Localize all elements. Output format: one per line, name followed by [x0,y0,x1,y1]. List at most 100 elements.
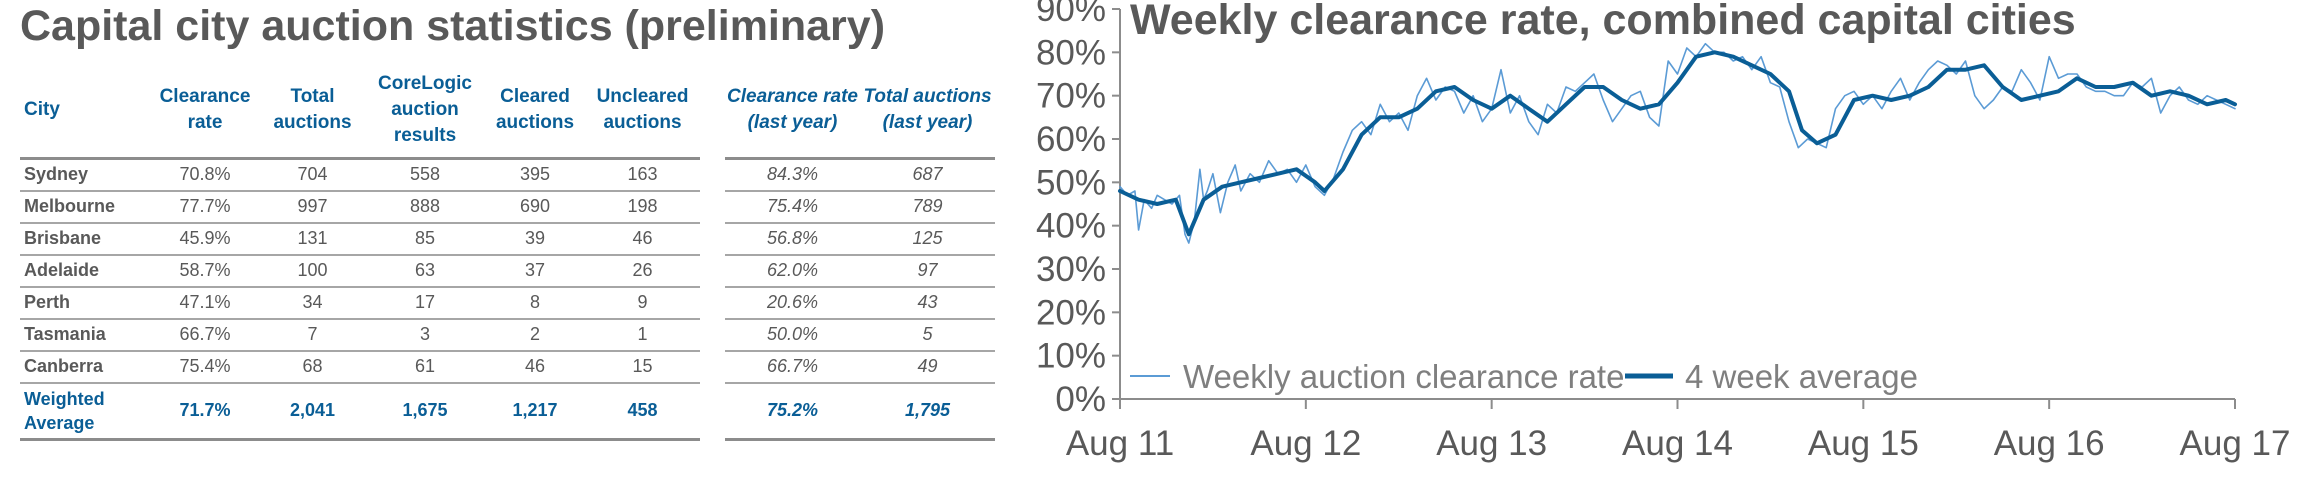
cell-clearance-ly: 66.7% [725,350,860,384]
cell-uncleared: 1 [585,318,700,352]
header-cleared: Cleared auctions [485,64,585,160]
cell-clearance-ly: 84.3% [725,158,860,192]
weighted-average-label: Weighted Average [20,382,150,441]
cell-total: 68 [260,350,365,384]
auction-statistics-table: City Clearance rate Total auctions CoreL… [20,64,700,441]
cell-clearance-ly: 62.0% [725,254,860,288]
y-tick-label: 10% [1036,337,1106,376]
cell-total-ly: 789 [860,190,995,224]
table-row: Sydney 70.8% 704 558 395 163 [20,158,700,192]
cell-clearance: 45.9% [150,222,260,256]
series-line-weekly [1119,42,2236,244]
cell-corelogic: 558 [365,158,485,192]
cell-total-ly: 43 [860,286,995,320]
header-clearance-rate-last-year: Clearance rate (last year) [725,64,860,160]
total-cell-total: 2,041 [260,382,365,441]
y-tick-label: 30% [1036,250,1106,289]
cell-clearance-ly: 50.0% [725,318,860,352]
cell-corelogic: 85 [365,222,485,256]
city-cell: Perth [20,286,150,320]
table-row: Perth 47.1% 34 17 8 9 [20,286,700,320]
y-tick-label: 40% [1036,207,1106,246]
cell-total-ly: 687 [860,158,995,192]
cell-uncleared: 9 [585,286,700,320]
cell-clearance-ly: 56.8% [725,222,860,256]
x-tick-label: Aug 16 [1994,424,2105,463]
cell-corelogic: 17 [365,286,485,320]
last-year-row: 56.8% 125 [725,222,995,256]
weighted-average-row: Weighted Average 71.7% 2,041 1,675 1,217 458 [20,382,700,441]
weekly-clearance-rate-chart: Weekly clearance rate, combined capital … [1036,0,2291,463]
total-cell-clearance-ly: 75.2% [725,382,860,441]
last-year-row: 50.0% 5 [725,318,995,352]
cell-uncleared: 46 [585,222,700,256]
cell-cleared: 8 [485,286,585,320]
cell-total-ly: 49 [860,350,995,384]
weighted-average-last-year-row: 75.2% 1,795 [725,382,995,441]
cell-corelogic: 63 [365,254,485,288]
header-clearance-rate: Clearance rate [150,64,260,160]
cell-cleared: 46 [485,350,585,384]
cell-uncleared: 198 [585,190,700,224]
cell-clearance: 77.7% [150,190,260,224]
legend-label-weekly: Weekly auction clearance rate [1183,358,1624,395]
series-layer [1118,42,2237,244]
cell-corelogic: 61 [365,350,485,384]
table-header-row: City Clearance rate Total auctions CoreL… [20,64,700,160]
y-tick-label: 0% [1055,380,1106,419]
cell-cleared: 690 [485,190,585,224]
header-city: City [20,64,150,160]
series-line-4-week-average [1118,50,2237,237]
x-tick-label: Aug 12 [1250,424,1361,463]
city-cell: Brisbane [20,222,150,256]
table-title: Capital city auction statistics (prelimi… [20,2,886,50]
last-year-row: 66.7% 49 [725,350,995,384]
table-row: Melbourne 77.7% 997 888 690 198 [20,190,700,224]
cell-total: 997 [260,190,365,224]
auction-statistics-panel: Capital city auction statistics (prelimi… [0,0,1005,479]
cell-cleared: 39 [485,222,585,256]
cell-total-ly: 5 [860,318,995,352]
cell-clearance: 66.7% [150,318,260,352]
cell-total-ly: 97 [860,254,995,288]
y-tick-label: 60% [1036,120,1106,159]
y-tick-label: 50% [1036,163,1106,202]
cell-total: 34 [260,286,365,320]
cell-total: 704 [260,158,365,192]
cell-total-ly: 125 [860,222,995,256]
cell-uncleared: 26 [585,254,700,288]
total-cell-corelogic: 1,675 [365,382,485,441]
x-tick-label: Aug 14 [1622,424,1733,463]
y-tick-label: 70% [1036,77,1106,116]
city-cell: Melbourne [20,190,150,224]
cell-clearance-ly: 75.4% [725,190,860,224]
header-uncleared: Uncleared auctions [585,64,700,160]
cell-cleared: 395 [485,158,585,192]
table-row: Canberra 75.4% 68 61 46 15 [20,350,700,384]
last-year-row: 62.0% 97 [725,254,995,288]
last-year-table: Clearance rate (last year) Total auction… [725,64,995,441]
chart-title: Weekly clearance rate, combined capital … [1130,0,2076,44]
cell-corelogic: 3 [365,318,485,352]
cell-uncleared: 163 [585,158,700,192]
cell-total: 131 [260,222,365,256]
total-cell-clearance: 71.7% [150,382,260,441]
legend: Weekly auction clearance rate 4 week ave… [1130,358,1918,395]
total-cell-uncleared: 458 [585,382,700,441]
city-cell: Adelaide [20,254,150,288]
table-row: Adelaide 58.7% 100 63 37 26 [20,254,700,288]
y-tick-label: 20% [1036,293,1106,332]
y-tick-label: 80% [1036,33,1106,72]
table-row: Brisbane 45.9% 131 85 39 46 [20,222,700,256]
x-tick-label: Aug 17 [2180,424,2291,463]
city-cell: Tasmania [20,318,150,352]
x-tick-label: Aug 11 [1066,424,1174,463]
cell-clearance: 58.7% [150,254,260,288]
header-total-auctions-last-year: Total auctions (last year) [860,64,995,160]
cell-clearance: 47.1% [150,286,260,320]
cell-total: 100 [260,254,365,288]
cell-clearance-ly: 20.6% [725,286,860,320]
cell-clearance: 70.8% [150,158,260,192]
last-year-row: 75.4% 789 [725,190,995,224]
cell-cleared: 37 [485,254,585,288]
